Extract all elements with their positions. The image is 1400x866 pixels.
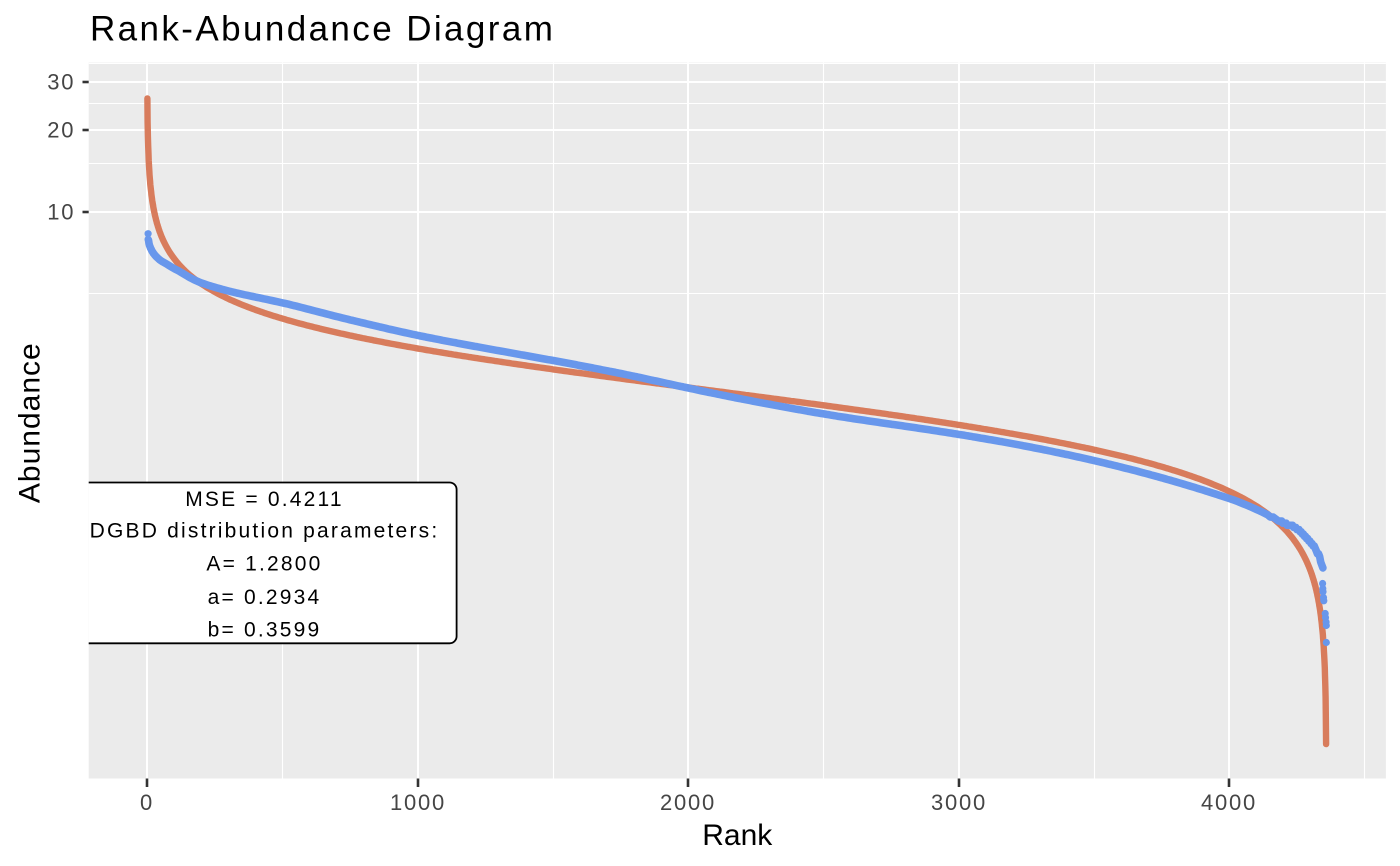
svg-text:10: 10 — [47, 200, 75, 225]
svg-text:Rank-Abundance Diagram: Rank-Abundance Diagram — [90, 10, 555, 49]
svg-text:30: 30 — [47, 70, 75, 95]
svg-text:Abundance: Abundance — [14, 342, 47, 503]
svg-text:Rank: Rank — [702, 819, 773, 852]
svg-text:DGBD distribution parameters:: DGBD distribution parameters: — [90, 520, 440, 543]
svg-text:b= 0.3599: b= 0.3599 — [208, 619, 322, 642]
svg-text:MSE = 0.4211: MSE = 0.4211 — [185, 488, 344, 511]
svg-text:20: 20 — [47, 118, 75, 143]
svg-text:a= 0.2934: a= 0.2934 — [208, 586, 322, 609]
svg-text:A= 1.2800: A= 1.2800 — [206, 553, 322, 576]
svg-text:2000: 2000 — [660, 790, 716, 815]
svg-text:3000: 3000 — [931, 790, 987, 815]
svg-text:4000: 4000 — [1201, 790, 1257, 815]
svg-text:1000: 1000 — [390, 790, 446, 815]
svg-text:0: 0 — [140, 790, 154, 815]
